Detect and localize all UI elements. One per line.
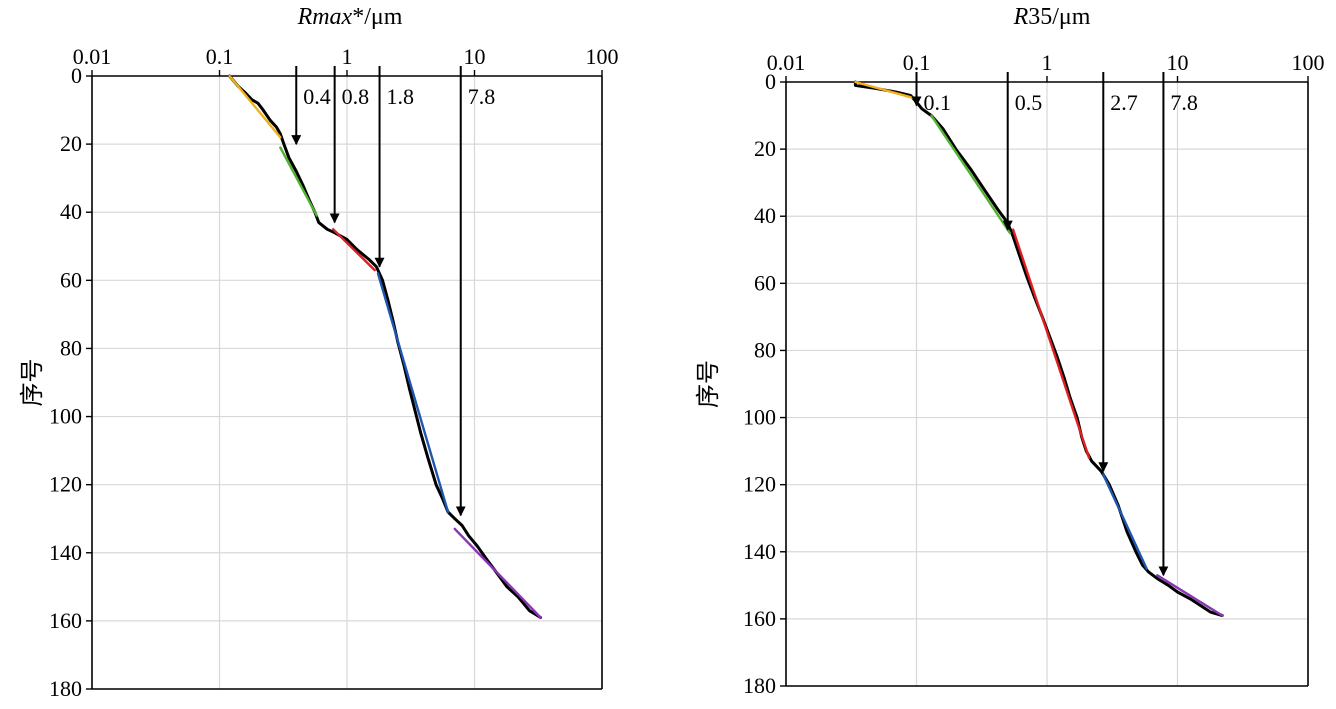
y-tick-label: 40 xyxy=(754,203,776,228)
x-tick-label: 10 xyxy=(1167,50,1189,75)
y-tick-label: 160 xyxy=(743,606,776,631)
fit-segment-line xyxy=(1102,473,1148,570)
fit-segment-line xyxy=(453,527,542,619)
x-axis-title: Rmax*/μm xyxy=(297,4,403,30)
y-tick-label: 120 xyxy=(49,472,82,497)
fit-segment-line xyxy=(1011,228,1091,459)
fit-segment-line xyxy=(279,146,318,217)
fit-segment-line xyxy=(1156,574,1224,617)
x-tick-label: 10 xyxy=(464,44,486,69)
fit-segment-line xyxy=(228,74,282,139)
y-tick-label: 20 xyxy=(754,136,776,161)
y-tick-label: 120 xyxy=(743,472,776,497)
x-axis-title: R35/μm xyxy=(1013,4,1091,30)
y-tick-label: 180 xyxy=(49,676,82,701)
x-tick-label: 0.01 xyxy=(767,50,806,75)
x-tick-label: 0.1 xyxy=(903,50,931,75)
y-tick-label: 40 xyxy=(60,199,82,224)
y-tick-label: 60 xyxy=(60,267,82,292)
x-tick-label: 1 xyxy=(342,44,353,69)
x-tick-label: 1 xyxy=(1042,50,1053,75)
y-tick-label: 160 xyxy=(49,608,82,633)
y-axis-title: 序号 xyxy=(695,360,722,408)
y-tick-label: 20 xyxy=(60,131,82,156)
x-tick-label: 0.01 xyxy=(73,44,112,69)
boundary-value-label: 7.8 xyxy=(1170,90,1198,115)
y-tick-label: 100 xyxy=(49,404,82,429)
y-tick-label: 60 xyxy=(754,270,776,295)
fit-segment-line xyxy=(332,228,376,272)
x-axis-title-italic: Rmax xyxy=(297,4,353,30)
fit-segment-line xyxy=(854,80,918,101)
boundary-value-label: 0.1 xyxy=(924,90,952,115)
y-tick-label: 0 xyxy=(71,63,82,88)
x-axis-title-rest: 35/μm xyxy=(1028,4,1091,30)
y-tick-label: 0 xyxy=(765,69,776,94)
chart-panel-1: 0.01 0.1 1 10 100 0 20 40 60 80 100 120 140 160 180 Rma… xyxy=(19,4,619,701)
x-axis-title-rest: */μm xyxy=(352,4,403,30)
boundary-value-label: 7.8 xyxy=(468,84,496,109)
y-tick-label: 140 xyxy=(49,540,82,565)
x-tick-label: 100 xyxy=(586,44,619,69)
x-tick-label: 0.1 xyxy=(206,44,234,69)
fit-segment-line xyxy=(930,114,1012,235)
x-tick-label: 100 xyxy=(1292,50,1325,75)
fit-segment-line xyxy=(376,272,450,514)
y-tick-label: 140 xyxy=(743,539,776,564)
x-axis-title-italic: R xyxy=(1013,4,1029,30)
boundary-value-label: 1.8 xyxy=(387,84,415,109)
data-curve xyxy=(853,80,1224,617)
data-curve xyxy=(228,74,543,619)
boundary-value-label: 0.4 xyxy=(303,84,331,109)
y-tick-label: 80 xyxy=(60,335,82,360)
y-axis-title: 序号 xyxy=(19,359,46,407)
boundary-value-label: 0.5 xyxy=(1015,90,1043,115)
y-tick-label: 100 xyxy=(743,405,776,430)
chart-panel-2: 0.01 0.1 1 10 100 0 20 40 60 80 100 120 140 160 180 R35… xyxy=(695,4,1325,698)
y-tick-label: 80 xyxy=(754,337,776,362)
boundary-value-label: 2.7 xyxy=(1110,90,1138,115)
boundary-value-label: 0.8 xyxy=(342,84,370,109)
y-tick-label: 180 xyxy=(743,673,776,698)
